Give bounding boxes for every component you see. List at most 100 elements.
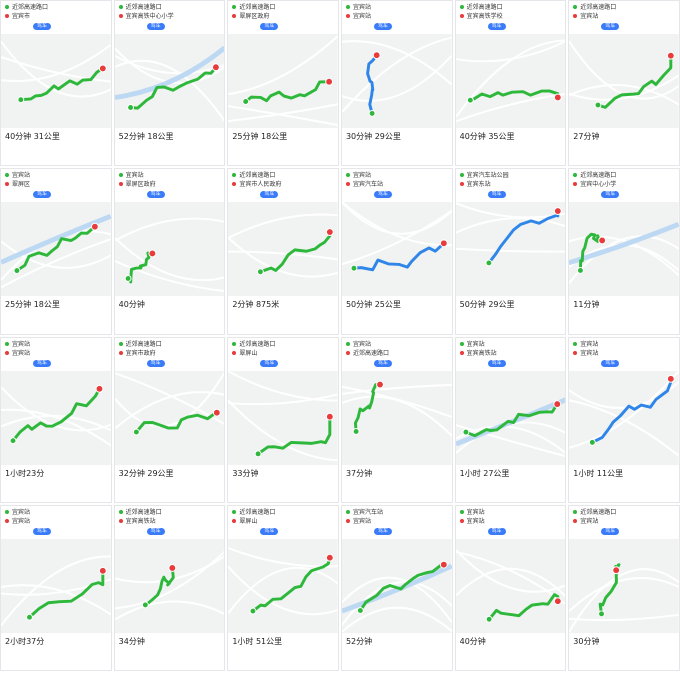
map-bg xyxy=(455,538,566,633)
route-summary: 40分钟 35公里 xyxy=(459,132,515,141)
route xyxy=(130,66,217,110)
mode-tabs: 驾车 xyxy=(460,191,562,199)
route-summary: 40分钟 xyxy=(459,636,486,646)
origin-dot xyxy=(459,173,464,178)
route xyxy=(487,592,559,620)
mode-pill: 驾车 xyxy=(33,23,52,30)
origin: 宜宾站 xyxy=(12,508,31,516)
destination: 宜宾站 xyxy=(580,349,599,357)
road xyxy=(341,580,452,626)
route-header: 近郊高速路口 宜宾高铁站 xyxy=(118,508,221,526)
destination: 宜宾市 xyxy=(12,13,31,20)
map-panel: 宜宾站 宜宾汽车站 驾车 50分钟 25公里 xyxy=(340,168,453,335)
road xyxy=(114,600,225,621)
route-summary-area: 52分钟 xyxy=(346,636,448,670)
road xyxy=(228,369,338,402)
route-header: 宜宾站 宜宾站 xyxy=(573,340,675,358)
origin-dot xyxy=(232,509,237,514)
road xyxy=(114,260,225,293)
road xyxy=(455,217,566,234)
destination-row: 宜宾市政府 xyxy=(118,349,221,358)
route-header: 近郊高速路口 翠屏山 xyxy=(232,508,334,526)
end-marker xyxy=(168,563,176,572)
road xyxy=(341,36,452,113)
start-marker xyxy=(368,109,376,117)
route xyxy=(487,211,559,265)
mode-tabs: 驾车 xyxy=(573,527,675,536)
mode-pill: 驾车 xyxy=(33,527,52,535)
mode-pill: 驾车 xyxy=(373,359,392,367)
route-summary: 30分钟 29公里 xyxy=(345,132,401,141)
origin: 近郊高速路口 xyxy=(580,172,617,180)
map xyxy=(228,538,338,633)
start-marker xyxy=(13,267,21,275)
origin-row: 宜宾站 xyxy=(5,508,107,517)
destination-row: 宜宾站 xyxy=(345,12,448,21)
road xyxy=(114,371,225,427)
route-header: 近郊高速路口 宜宾市人民政府 xyxy=(232,171,334,189)
destination-row: 宜宾市人民政府 xyxy=(232,180,334,189)
origin-dot xyxy=(345,509,350,514)
map-bg xyxy=(341,370,452,465)
route xyxy=(597,55,673,109)
start-marker xyxy=(594,101,602,109)
river xyxy=(114,45,225,100)
start-marker xyxy=(350,265,358,272)
origin-row: 近郊高速路口 xyxy=(573,3,675,12)
route-summary-area: 2小时37分 xyxy=(5,636,107,670)
destination: 翠屏区 xyxy=(12,181,31,189)
origin-dot xyxy=(345,173,350,178)
destination-row: 宜宾站 xyxy=(345,517,448,526)
end-marker xyxy=(211,63,220,72)
map xyxy=(341,370,452,465)
route-header: 近郊高速路口 宜宾站 xyxy=(573,508,675,526)
origin-row: 近郊高速路口 xyxy=(118,340,221,349)
road xyxy=(1,555,111,626)
destination-row: 宜宾高铁中心小学 xyxy=(118,12,221,21)
origin: 宜宾站 xyxy=(466,508,485,516)
road xyxy=(569,613,679,621)
road xyxy=(1,240,111,270)
road xyxy=(114,390,225,429)
destination-dot xyxy=(232,14,237,18)
destination-dot xyxy=(232,182,237,187)
mode-pill: 驾车 xyxy=(260,527,279,535)
route-header: 近郊高速路口 翠屏山 xyxy=(232,340,334,358)
destination: 宜宾高铁站 xyxy=(125,517,156,525)
route-summary-area: 40分钟 xyxy=(460,636,562,670)
route-header: 宜宾汽车站 宜宾站 xyxy=(345,508,448,526)
origin-row: 宜宾站 xyxy=(345,171,448,180)
route-summary: 40分钟 xyxy=(118,300,145,310)
destination-row: 宜宾高铁学校 xyxy=(459,12,562,21)
start-marker xyxy=(126,104,134,111)
mode-pill: 驾车 xyxy=(33,191,52,199)
route-summary-area: 1小时23分 xyxy=(5,468,107,502)
origin-dot xyxy=(573,173,578,178)
origin-dot xyxy=(118,173,123,178)
mode-pill: 驾车 xyxy=(601,527,620,535)
mode-tabs: 驾车 xyxy=(346,359,448,368)
route-header: 近郊高速路口 宜宾市政府 xyxy=(118,340,221,358)
route-summary-area: 52分钟 18公里 xyxy=(119,131,221,165)
route-summary: 25分钟 18公里 xyxy=(232,132,288,141)
start-marker xyxy=(485,615,493,623)
mode-tabs: 驾车 xyxy=(5,23,107,31)
end-marker xyxy=(667,374,676,383)
destination-dot xyxy=(118,182,123,187)
route-summary: 50分钟 29公里 xyxy=(459,300,515,310)
mode-tabs: 驾车 xyxy=(346,191,448,199)
mode-tabs: 驾车 xyxy=(232,359,334,368)
route-summary-area: 37分钟 xyxy=(346,468,448,502)
origin: 近郊高速路口 xyxy=(125,4,162,11)
map-bg xyxy=(228,202,338,297)
start-marker xyxy=(485,259,492,267)
mode-pill: 驾车 xyxy=(487,191,506,199)
destination-row: 翠屏山 xyxy=(232,349,334,358)
map xyxy=(569,370,679,465)
route-summary-area: 40分钟 31公里 xyxy=(5,131,107,165)
route-header: 近郊高速路口 宜宾高铁学校 xyxy=(459,3,562,21)
map xyxy=(114,202,225,297)
end-marker xyxy=(439,560,448,569)
route-header: 近郊高速路口 宜宾市 xyxy=(5,3,107,21)
mode-tabs: 驾车 xyxy=(119,527,221,536)
